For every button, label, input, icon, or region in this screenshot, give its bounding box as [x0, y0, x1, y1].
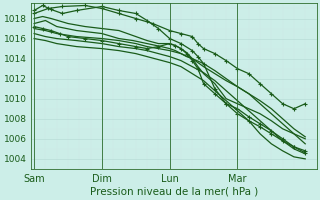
- X-axis label: Pression niveau de la mer( hPa ): Pression niveau de la mer( hPa ): [90, 187, 258, 197]
